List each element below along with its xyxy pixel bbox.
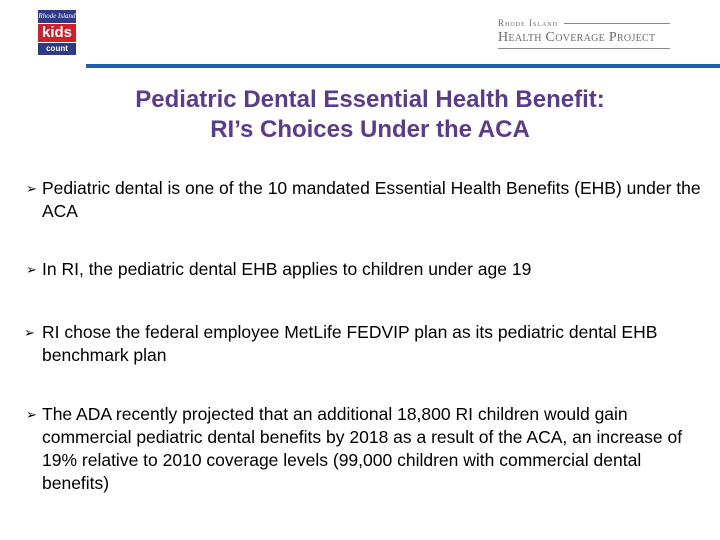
title-line2: RI’s Choices Under the ACA	[210, 116, 530, 143]
logo-count-text: count	[38, 43, 76, 55]
bullet-text: RI chose the federal employee MetLife FE…	[42, 322, 658, 365]
health-coverage-project-logo: Rhode Island Health Coverage Project	[498, 18, 670, 49]
logo-top-text: Rhode Island	[38, 10, 76, 23]
arrow-bullet-icon: ➢	[26, 181, 37, 196]
partner-line1: Rhode Island	[498, 18, 558, 28]
title-line1: Pediatric Dental Essential Health Benefi…	[135, 86, 605, 113]
bullet-text: Pediatric dental is one of the 10 mandat…	[42, 178, 701, 221]
arrow-bullet-icon: ➢	[24, 325, 35, 340]
bullet-item: ➢ RI chose the federal employee MetLife …	[24, 321, 704, 367]
partner-rule	[563, 22, 670, 24]
bullet-item: ➢ The ADA recently projected that an add…	[26, 403, 706, 495]
bullet-item: ➢ Pediatric dental is one of the 10 mand…	[26, 177, 706, 223]
arrow-bullet-icon: ➢	[26, 407, 37, 422]
bullet-text: The ADA recently projected that an addit…	[42, 404, 683, 493]
arrow-bullet-icon: ➢	[26, 262, 37, 277]
bullet-item: ➢ In RI, the pediatric dental EHB applie…	[26, 258, 706, 281]
kids-count-logo: Rhode Island kids count	[38, 10, 76, 55]
header-rule	[86, 64, 720, 68]
slide-title: Pediatric Dental Essential Health Benefi…	[60, 85, 680, 145]
partner-line2: Health Coverage Project	[498, 30, 670, 49]
bullet-text: In RI, the pediatric dental EHB applies …	[42, 259, 532, 279]
logo-kids-text: kids	[38, 24, 76, 42]
